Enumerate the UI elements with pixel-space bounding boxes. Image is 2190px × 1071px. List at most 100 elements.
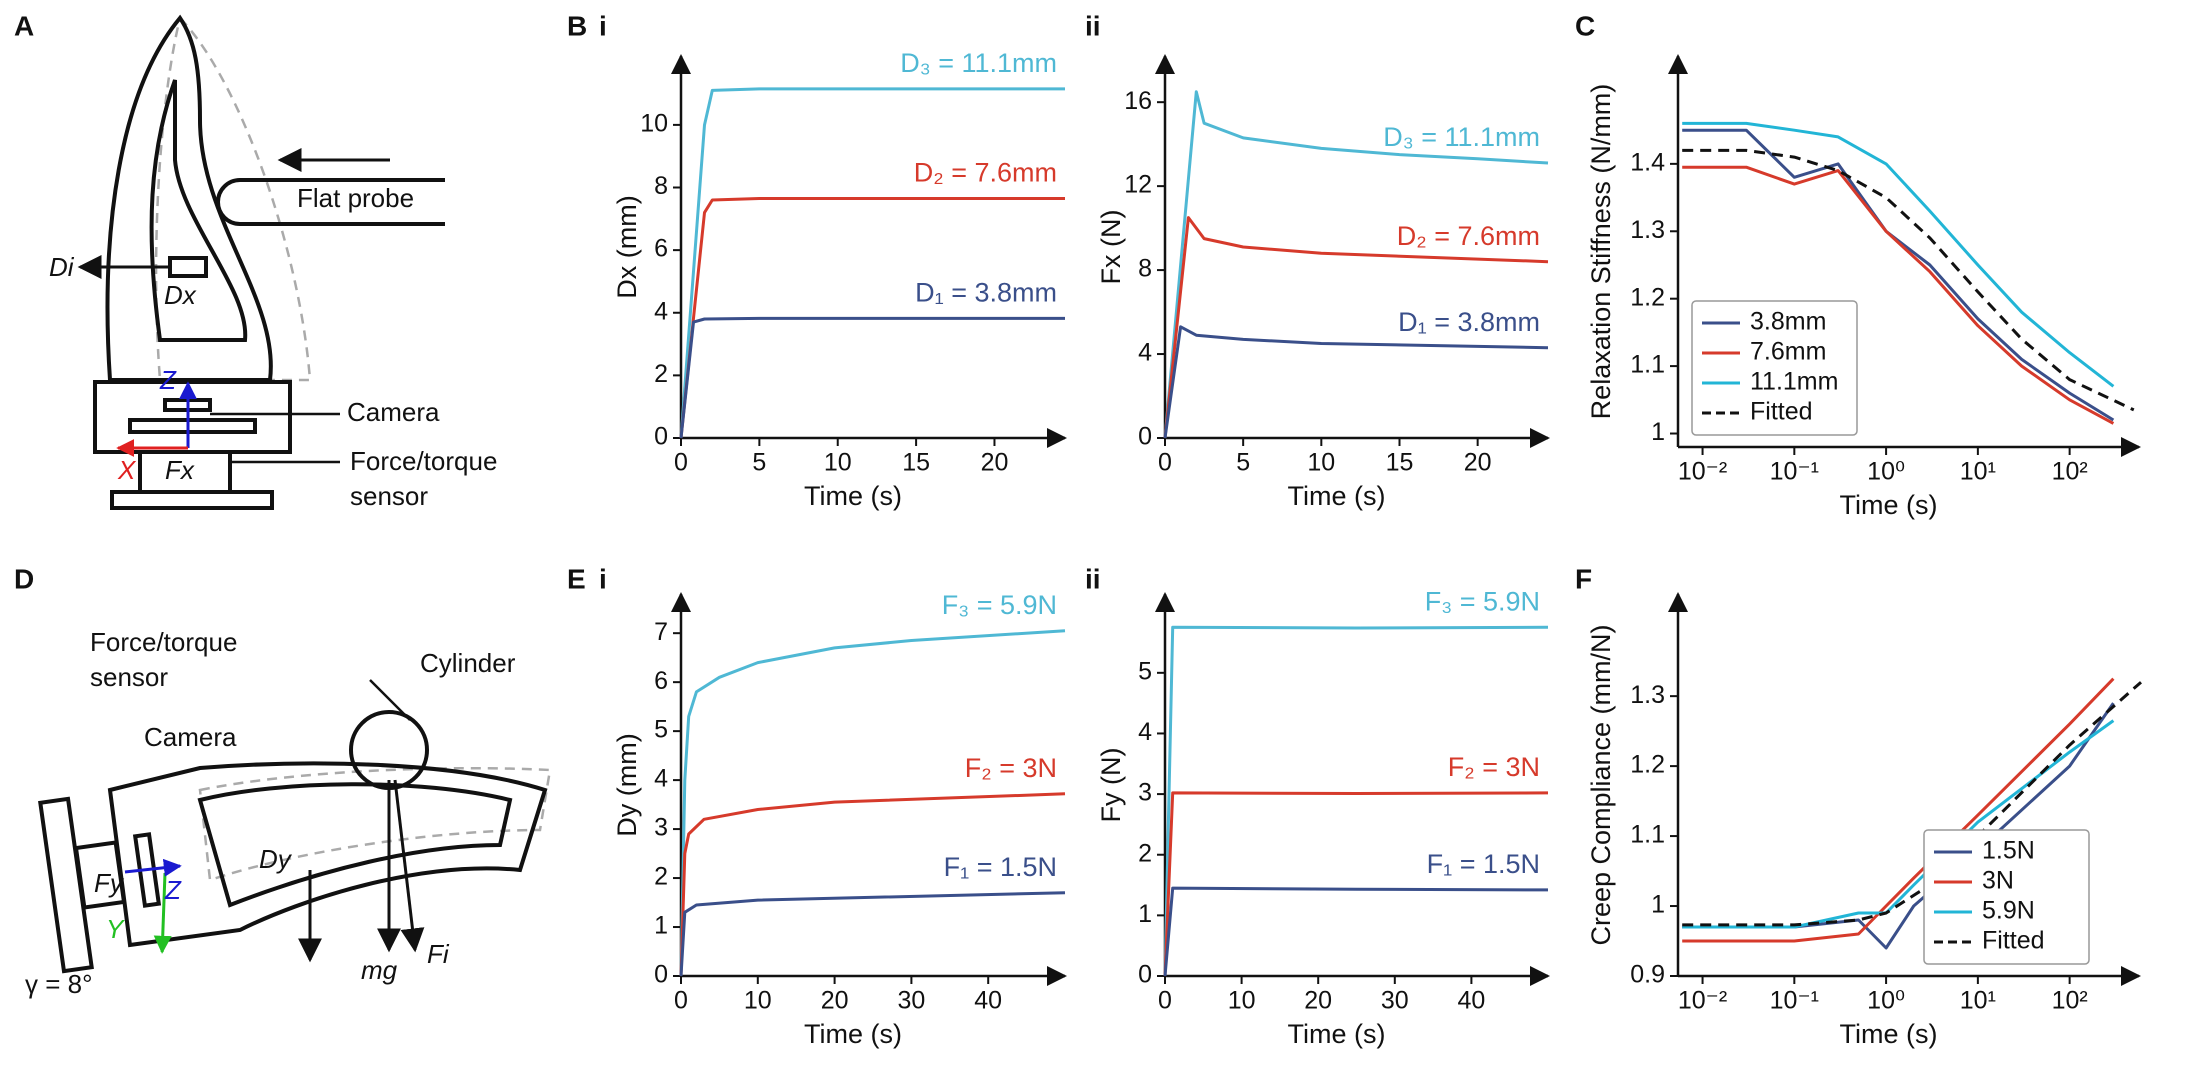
z-axis <box>124 858 182 877</box>
diagram-label: Z <box>159 365 177 395</box>
panel-label: ii <box>1085 10 1101 41</box>
diagram-label: sensor <box>90 662 168 692</box>
series-line <box>1163 216 1549 439</box>
finger-outline <box>107 761 548 948</box>
x-tick-label: 40 <box>1457 987 1485 1015</box>
x-tick-label: 0 <box>674 987 688 1015</box>
legend-label: Fitted <box>1750 398 1813 426</box>
diagram-label: Camera <box>347 397 440 427</box>
series-line <box>1163 625 1549 977</box>
y-tick-label: 2 <box>654 863 668 891</box>
y-axis-label: Creep Compliance (mm/N) <box>1586 624 1616 945</box>
legend-label: 11.1mm <box>1750 368 1838 396</box>
panel-label: E <box>567 563 586 594</box>
x-axis-label: Time (s) <box>804 481 902 511</box>
plot: 0 10 20 30 40 0 1 2 3 4 5 6 7 Time (s) Dy (mm) F₃ = 5.9… <box>612 590 1067 1049</box>
y-tick-label: 1.3 <box>1630 681 1665 709</box>
finger-outline <box>105 14 273 382</box>
x-tick-label: 10⁰ <box>1867 458 1905 486</box>
y-tick-label: 1.1 <box>1630 351 1665 379</box>
plot: 0 10 20 30 40 0 1 2 3 4 5 Time (s) Fy (N) F₃ = 5.9N F₂… <box>1096 586 1550 1049</box>
series-line <box>1682 148 2135 412</box>
diagram-label: Camera <box>144 722 237 752</box>
series-label: F₃ = 5.9N <box>942 590 1057 620</box>
x-tick-label: 10 <box>1307 449 1335 477</box>
x-tick-label: 20 <box>1304 987 1332 1015</box>
y-axis-label: Dx (mm) <box>612 195 642 298</box>
panel-label: ii <box>1085 563 1101 594</box>
legend-label: 3N <box>1982 867 2014 895</box>
x-axis-label: Time (s) <box>1288 1019 1386 1049</box>
y-tick-label: 0 <box>654 961 668 989</box>
panel-label: D <box>14 563 34 594</box>
x-tick-label: 20 <box>981 449 1009 477</box>
series-line <box>679 629 1066 977</box>
base <box>93 380 292 454</box>
y-tick-label: 0 <box>1138 961 1152 989</box>
y-tick-label: 1 <box>1651 418 1665 446</box>
x-tick-label: 30 <box>897 987 925 1015</box>
x-tick-label: 0 <box>674 449 688 477</box>
y-tick-label: 5 <box>1138 657 1152 685</box>
diagram-label: Y <box>106 914 125 944</box>
x-tick-label: 0 <box>1158 449 1172 477</box>
y-tick-label: 8 <box>1138 255 1152 283</box>
probe <box>216 178 445 226</box>
plot: 10⁻² 10⁻¹ 10⁰ 10¹ 10² 1 1.1 1.2 1.3 1.4 Time (s) Re… <box>1586 54 2141 520</box>
y-axis-label: Fy (N) <box>1096 748 1126 823</box>
series-line <box>1682 681 2142 927</box>
diagram-label: Fx <box>165 455 195 485</box>
y-tick-label: 1.2 <box>1630 283 1665 311</box>
x-tick-label: 10 <box>744 987 772 1015</box>
x-tick-label: 5 <box>752 449 766 477</box>
camera-plate <box>128 418 257 434</box>
finger-inner <box>149 79 248 342</box>
x-tick-label: 10⁻² <box>1678 987 1727 1015</box>
x-axis-label: Time (s) <box>804 1019 902 1049</box>
x-tick-label: 10⁻¹ <box>1770 987 1819 1015</box>
y-tick-label: 16 <box>1124 87 1152 115</box>
y-tick-label: 3 <box>1138 779 1152 807</box>
x-tick-label: 5 <box>1236 449 1250 477</box>
series-label: D₃ = 11.1mm <box>1383 122 1540 152</box>
y-tick-label: 0 <box>654 423 668 451</box>
y-tick-label: 1.3 <box>1630 216 1665 244</box>
diagram-label: Fy <box>94 868 125 898</box>
legend-label: 1.5N <box>1982 837 2035 865</box>
series-label: F₂ = 3N <box>1448 752 1540 782</box>
plot: 0 5 10 15 20 0 4 8 12 16 Time (s) Fx (N) D₃ = 11.1mm… <box>1096 54 1550 511</box>
x-tick-label: 20 <box>1464 449 1492 477</box>
marker <box>168 256 208 278</box>
diagram-label: Cylinder <box>420 648 516 678</box>
y-tick-label: 1.1 <box>1630 821 1665 849</box>
y-tick-label: 8 <box>654 172 668 200</box>
x-tick-label: 10⁻² <box>1678 458 1727 486</box>
cylinder <box>349 710 429 790</box>
series-label: D₂ = 7.6mm <box>914 158 1057 188</box>
x-tick-label: 15 <box>902 449 930 477</box>
series-line <box>1163 325 1549 439</box>
y-tick-label: 4 <box>654 297 668 325</box>
y-tick-label: 10 <box>640 109 668 137</box>
x-tick-label: 10 <box>824 449 852 477</box>
legend-label: 7.6mm <box>1750 338 1826 366</box>
series-label: F₃ = 5.9N <box>1425 586 1540 616</box>
diagram-label: Dx <box>164 280 197 310</box>
legend-label: 5.9N <box>1982 897 2035 925</box>
x-tick-label: 10² <box>2052 458 2088 486</box>
sensor-plate <box>38 796 94 974</box>
series-label: F₂ = 3N <box>965 753 1057 783</box>
y-axis-label: Fx (N) <box>1096 210 1126 285</box>
y-tick-label: 5 <box>654 716 668 744</box>
diagram-label: X <box>117 455 137 485</box>
panel-label: F <box>1575 563 1592 594</box>
deformed-outline <box>154 15 312 382</box>
diagram-label: mg <box>361 955 398 985</box>
panel-label: i <box>599 563 607 594</box>
diagram-a: Flat probe Di Dx Camera Force/torque sen… <box>49 14 497 511</box>
x-tick-label: 0 <box>1158 987 1172 1015</box>
series-line <box>1682 677 2115 943</box>
x-tick-label: 10⁰ <box>1867 987 1905 1015</box>
x-axis-label: Time (s) <box>1840 1019 1938 1049</box>
